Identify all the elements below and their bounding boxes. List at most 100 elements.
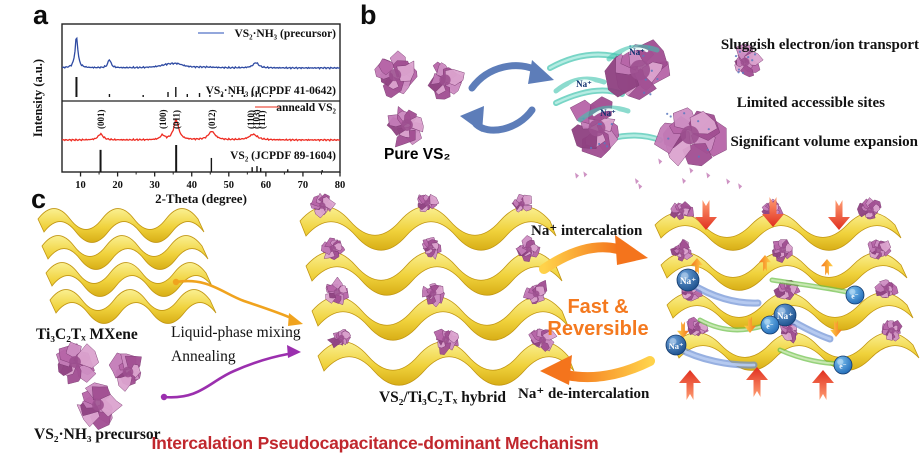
vs2-nanoflower [386, 105, 424, 148]
vs2-nanoflower [433, 328, 459, 355]
hybrid-stack [299, 192, 575, 386]
svg-text:Na⁺: Na⁺ [576, 79, 592, 89]
vs2-nanoflower [857, 197, 882, 220]
mxene-sheet [317, 341, 575, 386]
panel-c-illustration: Na⁺ Na⁺ Na⁺ e⁻ e⁻ e⁻ [37, 192, 920, 431]
stress-arrow-down [828, 200, 850, 230]
x-tick: 70 [298, 180, 309, 191]
intercalation-arrows [539, 235, 655, 385]
vs2-nanoflower [309, 192, 336, 219]
svg-text:Na⁺: Na⁺ [777, 312, 793, 322]
vs2-nanoflower [670, 201, 695, 221]
arrowhead [615, 235, 648, 265]
ref-label: VS₂ (JCPDF 89-1604) [230, 150, 336, 162]
hkl-label: (011) [172, 110, 182, 129]
arrowhead [540, 355, 572, 385]
cycling-stack: Na⁺ Na⁺ Na⁺ e⁻ e⁻ e⁻ [654, 197, 920, 375]
stress-arrow-up [746, 367, 768, 397]
panel-a-label: a [33, 0, 49, 30]
na-deintercalation-label: Na⁺ de-intercalation [518, 386, 650, 402]
mxene-sheet [311, 296, 569, 341]
hkl-label: (100) [158, 110, 168, 130]
mxene-sheet [299, 206, 557, 251]
stress-arrow-up [691, 258, 703, 275]
vs2-nanoflower [528, 328, 558, 352]
na-ion-marker: Na⁺ [553, 76, 607, 94]
hkl-label: (110) [246, 110, 256, 129]
panel-b-label: b [360, 0, 377, 30]
fast-reversible-label: Fast & Reversible [547, 296, 649, 341]
process-step-mixing: Liquid-phase mixing [171, 324, 301, 341]
vs2-nanoflower [76, 382, 123, 431]
x-tick: 60 [261, 180, 272, 191]
x-tick: 80 [335, 180, 346, 191]
x-axis-label: 2-Theta (degree) [155, 191, 247, 206]
hkl-label: (103) [251, 110, 261, 130]
mxene-sheet [660, 252, 908, 291]
svg-text:Na⁺: Na⁺ [669, 341, 684, 351]
arrowhead [528, 60, 554, 84]
mxene-sheet [49, 289, 217, 324]
vs2-nanoflower [421, 237, 442, 260]
vs2-nanoflower [325, 276, 349, 306]
x-tick: 30 [149, 180, 160, 191]
mxene-sheet [37, 208, 205, 243]
xrd-chart: 10 20 30 40 50 60 70 80 2-Theta (degree) Intensit… [31, 23, 346, 206]
vs2-nanoflower [320, 237, 346, 261]
x-tick: 20 [112, 180, 123, 191]
x-tick: 40 [186, 180, 197, 191]
y-axis-label: Intensity (a.u.) [31, 59, 45, 137]
vs2-nanoflower [108, 352, 142, 392]
xrd-plot: 10 20 30 40 50 60 70 80 2-Theta (degree) Intensit… [31, 23, 346, 206]
electron-sphere: e⁻ [845, 285, 865, 305]
mxene-label: Ti₃C₂Tₓ MXene [36, 326, 138, 343]
cycle-arrows [460, 60, 554, 134]
vs2-nanoflower [522, 279, 548, 305]
panel-c-label: c [31, 184, 47, 214]
vs2-nanoflower [867, 239, 892, 260]
stress-arrow-down [695, 200, 717, 230]
mechanism-title: Intercalation Pseudocapacitance-dominant… [151, 433, 599, 453]
vs2-nanoflower [653, 107, 727, 167]
mxene-stack [37, 208, 217, 324]
vs2-nanoflower [417, 193, 440, 213]
vs2-nanoflower [772, 238, 793, 264]
legend-label: VS₂·NH₃ (precursor) [234, 28, 336, 40]
stress-arrow-down [830, 320, 842, 337]
vs2-nanoflower [374, 50, 418, 99]
svg-text:e⁻: e⁻ [851, 291, 858, 300]
electron-sphere: e⁻ [833, 355, 853, 375]
x-tick: 50 [224, 180, 235, 191]
na-ion-marker: Na⁺ [577, 105, 631, 123]
svg-text:Na⁺: Na⁺ [600, 108, 616, 118]
mxene-sheet [305, 251, 563, 296]
na-ion-sphere: Na⁺ [773, 303, 797, 327]
na-ion-sphere: Na⁺ [665, 334, 687, 356]
vs2-nanoflower [670, 238, 694, 262]
electron-sphere: e⁻ [760, 315, 780, 335]
issue-volume-expansion: Significant volume expansion [730, 134, 918, 150]
stress-arrow-up [821, 259, 833, 276]
arrowhead [288, 313, 303, 326]
na-ion-sphere: Na⁺ [676, 268, 700, 292]
mxene-sheet [654, 212, 902, 251]
hkl-label: (111) [257, 110, 267, 129]
vs2-nanoflower [881, 319, 903, 342]
vs2-nanoflower [422, 283, 445, 308]
vs2-nanoflower [686, 316, 709, 337]
vs2-nanoflower [55, 341, 99, 385]
diffraction-curve [61, 117, 341, 142]
process-arrows [160, 278, 303, 401]
vs2-nanoflower [515, 235, 541, 262]
issue-sluggish-transport: Sluggish electron/ion transport [720, 37, 919, 53]
vs2-nanoflower [427, 61, 465, 100]
ref-label: VS₂·NH₃ (JCPDF 41-0642) [206, 85, 337, 97]
stress-arrow-up [759, 255, 771, 272]
vs2-nanoflower [326, 329, 352, 349]
mxene-sheet [41, 235, 209, 270]
arrowhead [460, 106, 484, 132]
stress-arrow-down [677, 321, 689, 338]
stress-arrow-up [679, 370, 701, 400]
legend-label: anneald VS₂ [276, 102, 336, 114]
